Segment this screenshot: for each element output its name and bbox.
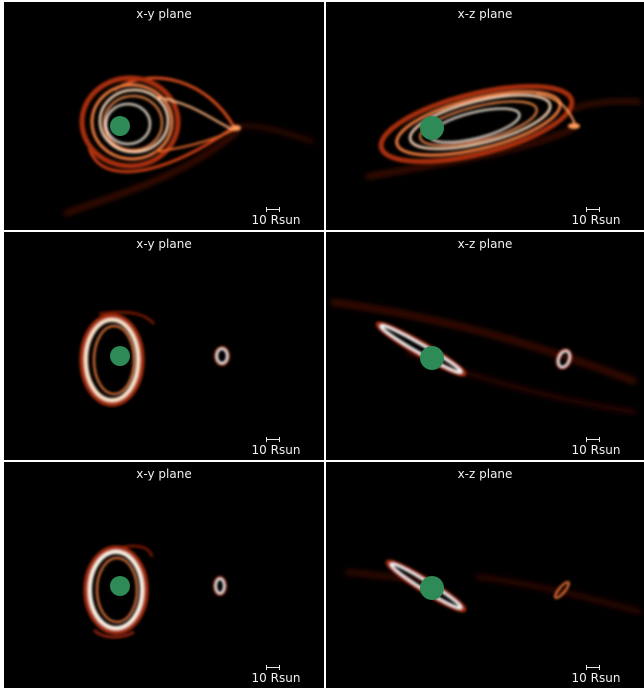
panel-row1-xy: x-y plane 10 Rsun xyxy=(4,2,324,230)
panel-row2-xz: x-z plane 10 Rsun xyxy=(326,232,644,460)
panel-title: x-z plane xyxy=(457,467,513,481)
scale-bar-line xyxy=(266,207,280,212)
scale-bar-label: 10 Rsun xyxy=(251,443,301,457)
disk-image-row3-xz xyxy=(345,559,642,615)
star-marker xyxy=(420,576,444,600)
panel-title: x-z plane xyxy=(457,7,513,21)
scale-bar-line xyxy=(266,665,280,670)
scale-bar-label: 10 Rsun xyxy=(571,213,621,227)
disk-image-row1-xz xyxy=(365,83,642,179)
disk-image-row2-xy xyxy=(79,310,230,407)
scale-bar-label: 10 Rsun xyxy=(571,443,621,457)
scale-bar: 10 Rsun xyxy=(250,663,302,685)
scale-bar-line xyxy=(586,207,600,212)
disk-image-row2-xz xyxy=(330,299,638,414)
star-marker xyxy=(420,346,444,370)
scale-bar: 10 Rsun xyxy=(250,435,302,457)
panel-row2-xy: x-y plane 10 Rsun xyxy=(4,232,324,460)
panel-title: x-z plane xyxy=(457,237,513,251)
panel-row3-xy: x-y plane 10 Rsun xyxy=(4,462,324,688)
scale-bar: 10 Rsun xyxy=(570,663,622,685)
star-marker xyxy=(110,576,130,596)
star-marker xyxy=(110,116,130,136)
panel-row1-xz: x-z plane 10 Rsun xyxy=(326,2,644,230)
panel-row3-xz: x-z plane 10 Rsun xyxy=(326,462,644,688)
scale-bar-line xyxy=(586,437,600,442)
scale-bar-line xyxy=(586,665,600,670)
disk-image-row1-xy xyxy=(63,75,315,216)
panel-title: x-y plane xyxy=(136,7,192,21)
scale-bar-label: 10 Rsun xyxy=(571,671,621,685)
scale-bar: 10 Rsun xyxy=(250,205,302,227)
panel-grid: x-y plane 10 Rsun xyxy=(4,2,644,688)
scale-bar: 10 Rsun xyxy=(570,435,622,457)
scale-bar-label: 10 Rsun xyxy=(251,671,301,685)
disk-image-row3-xy xyxy=(83,544,227,639)
star-marker xyxy=(110,346,130,366)
scale-bar-line xyxy=(266,437,280,442)
scale-bar: 10 Rsun xyxy=(570,205,622,227)
panel-title: x-y plane xyxy=(136,237,192,251)
panel-title: x-y plane xyxy=(136,467,192,481)
star-marker xyxy=(420,116,444,140)
scale-bar-label: 10 Rsun xyxy=(251,213,301,227)
